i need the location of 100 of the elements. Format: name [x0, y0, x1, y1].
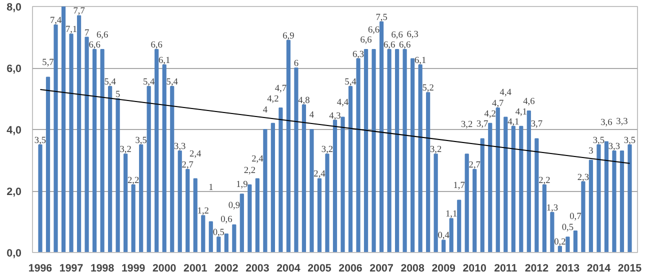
bar: [364, 49, 368, 252]
data-label: 4,6: [523, 97, 536, 108]
x-tick-label: 2001: [184, 262, 208, 274]
data-label: 4,1: [515, 107, 528, 118]
x-tick-label: 2011: [494, 262, 518, 274]
bar: [270, 122, 275, 252]
data-label: 6,6: [88, 40, 101, 51]
x-tick-label: 2008: [400, 262, 424, 274]
bar: [224, 234, 228, 252]
bar: [154, 49, 159, 252]
data-label: 7: [84, 28, 90, 38]
data-label: 6,6: [391, 30, 404, 41]
data-label: 3,2: [430, 145, 442, 156]
bar: [387, 49, 392, 252]
data-label: 6,3: [406, 30, 419, 40]
y-tick-label: 2,0: [6, 186, 22, 198]
bar: [248, 184, 252, 252]
data-label: 6,3: [352, 50, 364, 60]
x-tick-label: 1996: [28, 262, 52, 274]
bar: [332, 120, 338, 252]
x-tick-label: 1997: [59, 262, 84, 274]
bar: [232, 224, 236, 252]
bar: [526, 110, 531, 252]
data-label: 3,7: [530, 120, 543, 130]
bar: [442, 240, 446, 252]
bar: [178, 150, 182, 252]
x-tick-label: 2013: [556, 262, 580, 274]
x-tick-label: 2009: [432, 262, 456, 274]
bar: [581, 181, 586, 252]
bar: [566, 236, 570, 252]
data-label: 6,6: [96, 30, 108, 41]
bar: [76, 15, 82, 252]
data-label: 5,7: [42, 58, 54, 68]
bar: [139, 144, 144, 252]
bar: [201, 215, 206, 252]
x-tick-label: 2003: [246, 262, 270, 274]
data-label: 3,7: [476, 120, 489, 130]
data-label: 4,7: [274, 84, 287, 94]
x-tick-label: 1999: [121, 262, 146, 274]
bar: [620, 150, 624, 252]
bar: [604, 141, 609, 252]
bar: [255, 178, 260, 252]
data-label: 5,2: [422, 84, 434, 94]
x-tick-label: 2007: [370, 262, 394, 274]
bar: [116, 98, 120, 252]
data-label: 1,3: [546, 204, 558, 214]
data-label: 4: [309, 110, 314, 120]
bar: [612, 150, 616, 252]
data-label: 6: [294, 59, 299, 69]
bar: [38, 144, 42, 252]
data-label: 0,9: [228, 200, 240, 211]
data-label: 4,2: [484, 109, 496, 120]
data-label: 0,4: [438, 231, 450, 242]
data-label: 0,7: [570, 212, 582, 222]
bar: [418, 64, 422, 252]
data-label: 6,1: [158, 56, 171, 66]
bar: [372, 49, 376, 252]
data-label: 7,7: [73, 6, 86, 17]
bar: [410, 58, 415, 252]
data-label: 1,9: [236, 180, 248, 190]
data-label: 0,5: [562, 223, 574, 234]
bar: [379, 21, 384, 252]
bar: [69, 34, 74, 252]
bar: [278, 107, 283, 252]
bar: [426, 92, 430, 252]
bar: [596, 144, 601, 252]
bar: [46, 76, 50, 252]
data-label: 2,2: [538, 176, 551, 186]
bar: [170, 86, 174, 252]
data-label: 2,7: [182, 160, 194, 170]
bar: [542, 184, 546, 252]
data-label: 7,1: [65, 25, 78, 36]
bar: [480, 138, 484, 252]
bar: [504, 116, 508, 252]
data-label: 4,8: [298, 96, 310, 106]
data-label: 1,7: [453, 181, 466, 192]
bar: [588, 160, 594, 252]
data-label: 4,1: [508, 117, 520, 128]
data-label: 6,1: [414, 56, 426, 66]
data-label: 5,4: [104, 77, 116, 88]
bar: [496, 107, 500, 252]
x-tick-label: 2014: [586, 262, 611, 274]
bar: [61, 6, 66, 252]
data-label: 4,7: [492, 98, 504, 109]
bar: [356, 58, 360, 252]
bar: [449, 218, 454, 252]
bar: [348, 86, 353, 252]
y-tick-label: 0,0: [6, 248, 22, 260]
data-label: 3,2: [461, 120, 474, 130]
data-label: 1,2: [197, 206, 210, 217]
bar: [325, 154, 330, 252]
data-label: 3,2: [321, 145, 334, 156]
bar: [208, 221, 213, 252]
data-label: 3,5: [34, 136, 46, 146]
bar: [340, 116, 345, 252]
data-label: 3,3: [608, 142, 620, 152]
data-label: 3: [588, 146, 594, 156]
bar: [240, 194, 244, 252]
y-tick-label: 6,0: [6, 63, 22, 75]
data-label: 3,5: [135, 136, 148, 146]
